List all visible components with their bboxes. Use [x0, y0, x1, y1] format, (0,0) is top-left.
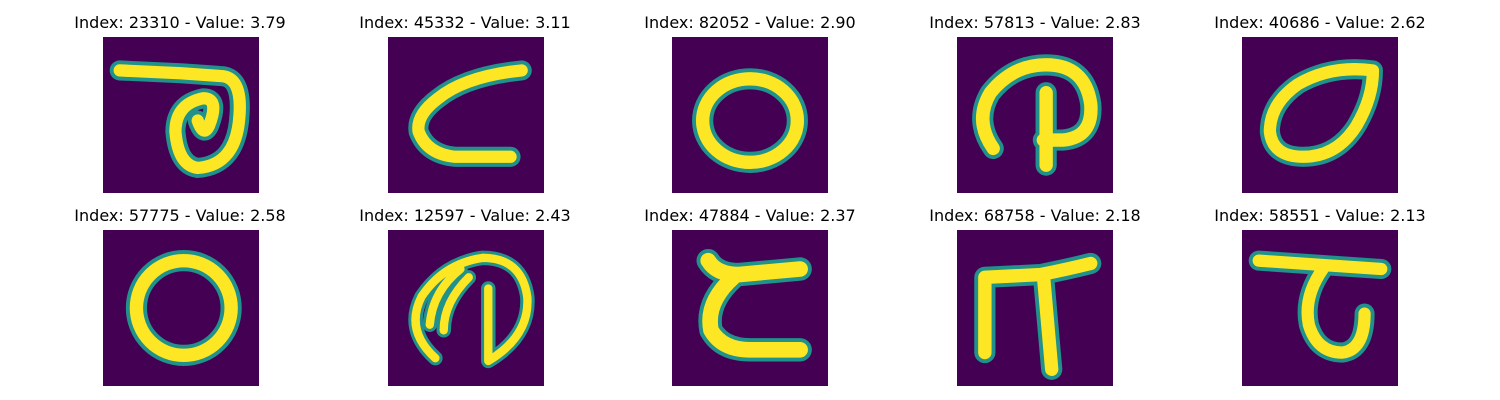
digit-image-82052	[672, 37, 828, 193]
digit-image-57775	[103, 230, 259, 386]
handwritten-glyph-image	[408, 250, 535, 369]
digit-image-40686	[1242, 37, 1398, 193]
digit-image-57813	[957, 37, 1113, 193]
panel-title: Index: 57813 - Value: 2.83	[929, 13, 1141, 32]
handwritten-glyph-image	[1259, 59, 1383, 167]
handwritten-glyph-image	[1248, 250, 1392, 363]
handwritten-glyph-image	[972, 54, 1102, 176]
panel-title: Index: 57775 - Value: 2.58	[74, 206, 286, 225]
handwritten-glyph-image	[125, 250, 242, 366]
panel-title: Index: 45332 - Value: 3.11	[359, 13, 571, 32]
panel-title: Index: 58551 - Value: 2.13	[1214, 206, 1426, 225]
handwritten-glyph-image	[974, 252, 1102, 380]
panel-title: Index: 82052 - Value: 2.90	[644, 13, 856, 32]
handwritten-glyph-image	[696, 248, 812, 362]
digit-image-23310	[103, 37, 259, 193]
panel-title: Index: 47884 - Value: 2.37	[644, 206, 856, 225]
digit-image-45332	[388, 37, 544, 193]
digit-image-58551	[1242, 230, 1398, 386]
handwritten-glyph-image	[109, 60, 250, 178]
panel-title: Index: 68758 - Value: 2.18	[929, 206, 1141, 225]
panel-title: Index: 12597 - Value: 2.43	[359, 206, 571, 225]
panel-title: Index: 23310 - Value: 3.79	[74, 13, 286, 32]
digit-image-47884	[672, 230, 828, 386]
panel-title: Index: 40686 - Value: 2.62	[1214, 13, 1426, 32]
handwritten-glyph-image	[408, 60, 532, 167]
digit-image-12597	[388, 230, 544, 386]
digit-image-68758	[957, 230, 1113, 386]
handwritten-glyph-image	[692, 68, 808, 173]
